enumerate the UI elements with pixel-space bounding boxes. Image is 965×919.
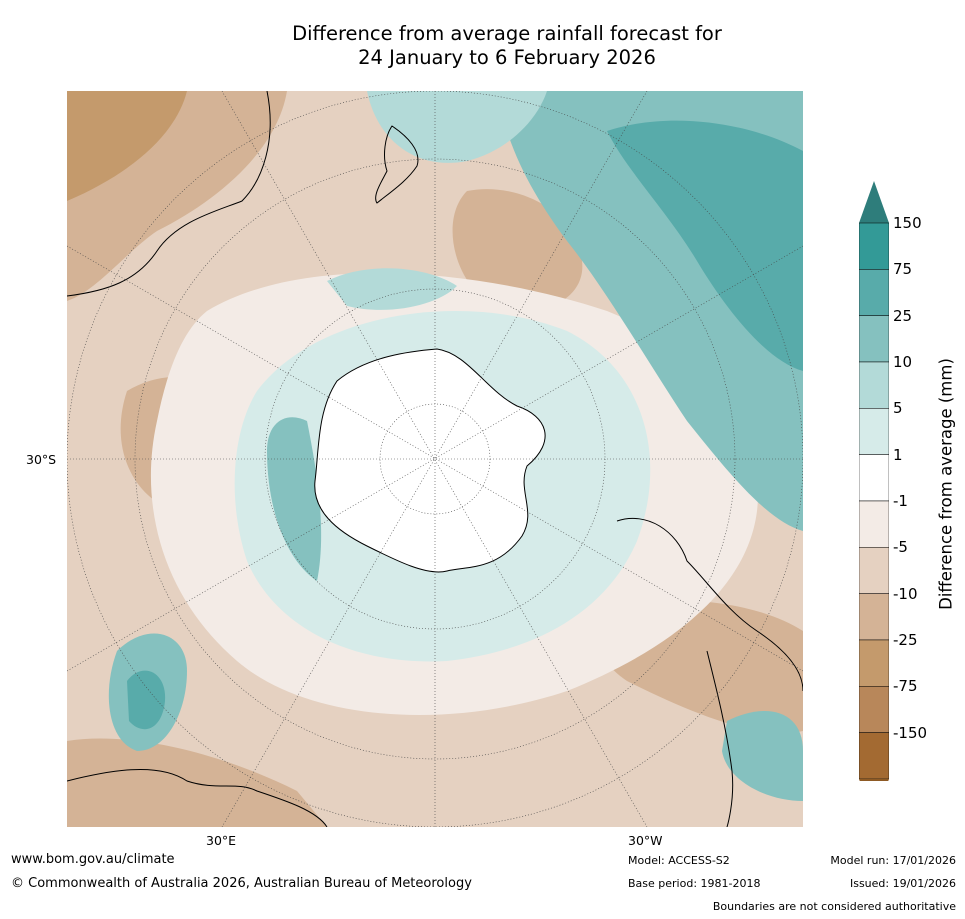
colorbar-swatch bbox=[859, 361, 889, 409]
lon-label-30e: 30°E bbox=[206, 833, 237, 848]
chart-title: Difference from average rainfall forecas… bbox=[0, 22, 965, 70]
colorbar-swatch bbox=[859, 408, 889, 455]
meridian-60w bbox=[67, 245, 803, 672]
lon-label-30w: 30°W bbox=[628, 833, 663, 848]
colorbar-tick-label: -5 bbox=[893, 538, 908, 557]
colorbar-extend-bottom bbox=[859, 778, 889, 781]
colorbar-tick-label: -10 bbox=[893, 584, 918, 603]
colorbar-tick-label: -75 bbox=[893, 677, 918, 696]
south-america-west-coast bbox=[706, 650, 734, 827]
model-name: Model: ACCESS-S2 bbox=[628, 854, 730, 867]
dry-region-sw bbox=[67, 738, 327, 827]
website-link[interactable]: www.bom.gov.au/climate bbox=[11, 852, 175, 867]
colorbar-swatch bbox=[859, 686, 889, 733]
colorbar-tick-label: 150 bbox=[893, 214, 922, 232]
wet-core-ne bbox=[607, 120, 803, 371]
antarctica bbox=[314, 348, 546, 573]
map-svg bbox=[67, 91, 803, 827]
wet-core-sw bbox=[127, 670, 166, 730]
australia-coast bbox=[67, 91, 271, 297]
colorbar-swatch bbox=[859, 639, 889, 687]
title-line-2: 24 January to 6 February 2026 bbox=[358, 46, 656, 69]
disclaimer: Boundaries are not considered authoritat… bbox=[712, 900, 956, 913]
colorbar-tick-label: -25 bbox=[893, 630, 918, 649]
colorbar-tick-label: 10 bbox=[893, 352, 913, 371]
colorbar-tick-label: 25 bbox=[893, 306, 913, 325]
graticule-circle-3 bbox=[134, 158, 736, 760]
colorbar-swatch bbox=[859, 315, 889, 363]
meridian-30w bbox=[221, 91, 648, 827]
wet-patch-east-antarctica bbox=[267, 417, 322, 581]
colorbar-tick-label: -150 bbox=[893, 723, 928, 742]
colorbar-swatch bbox=[859, 222, 889, 270]
colorbar bbox=[859, 181, 889, 781]
colorbar-extend-top bbox=[859, 181, 889, 223]
title-line-1: Difference from average rainfall forecas… bbox=[292, 22, 722, 45]
issued-date: Issued: 19/01/2026 bbox=[849, 877, 956, 890]
south-america-coast bbox=[616, 517, 803, 692]
graticule bbox=[67, 91, 803, 827]
wet-patch-se bbox=[722, 711, 803, 801]
colorbar-label: Difference from average (mm) bbox=[936, 358, 956, 610]
colorbar-swatch bbox=[859, 269, 889, 316]
dry-region-north bbox=[452, 189, 583, 311]
africa-coast bbox=[67, 768, 328, 827]
colorbar-tick-label: 5 bbox=[893, 399, 903, 418]
colorbar-swatch bbox=[859, 593, 889, 641]
lat-label-30s: 30°S bbox=[26, 452, 57, 467]
colorbar-swatch bbox=[859, 454, 889, 502]
new-zealand bbox=[375, 125, 419, 204]
colorbar-swatch bbox=[859, 500, 889, 548]
colorbar-tick-label: 75 bbox=[893, 260, 913, 279]
meridian-60e bbox=[67, 245, 803, 672]
base-period: Base period: 1981-2018 bbox=[628, 877, 761, 890]
meridian-30e bbox=[221, 91, 648, 827]
colorbar-swatch bbox=[859, 547, 889, 594]
model-run: Model run: 17/01/2026 bbox=[830, 854, 956, 867]
rainfall-map bbox=[67, 91, 803, 827]
dry-core-nw bbox=[67, 91, 187, 201]
colorbar-tick-label: 1 bbox=[893, 445, 903, 464]
colorbar-tick-label: -1 bbox=[893, 491, 908, 510]
wet-patch-ross bbox=[327, 268, 457, 310]
colorbar-swatch bbox=[859, 732, 889, 780]
copyright-text: © Commonwealth of Australia 2026, Austra… bbox=[11, 876, 472, 891]
